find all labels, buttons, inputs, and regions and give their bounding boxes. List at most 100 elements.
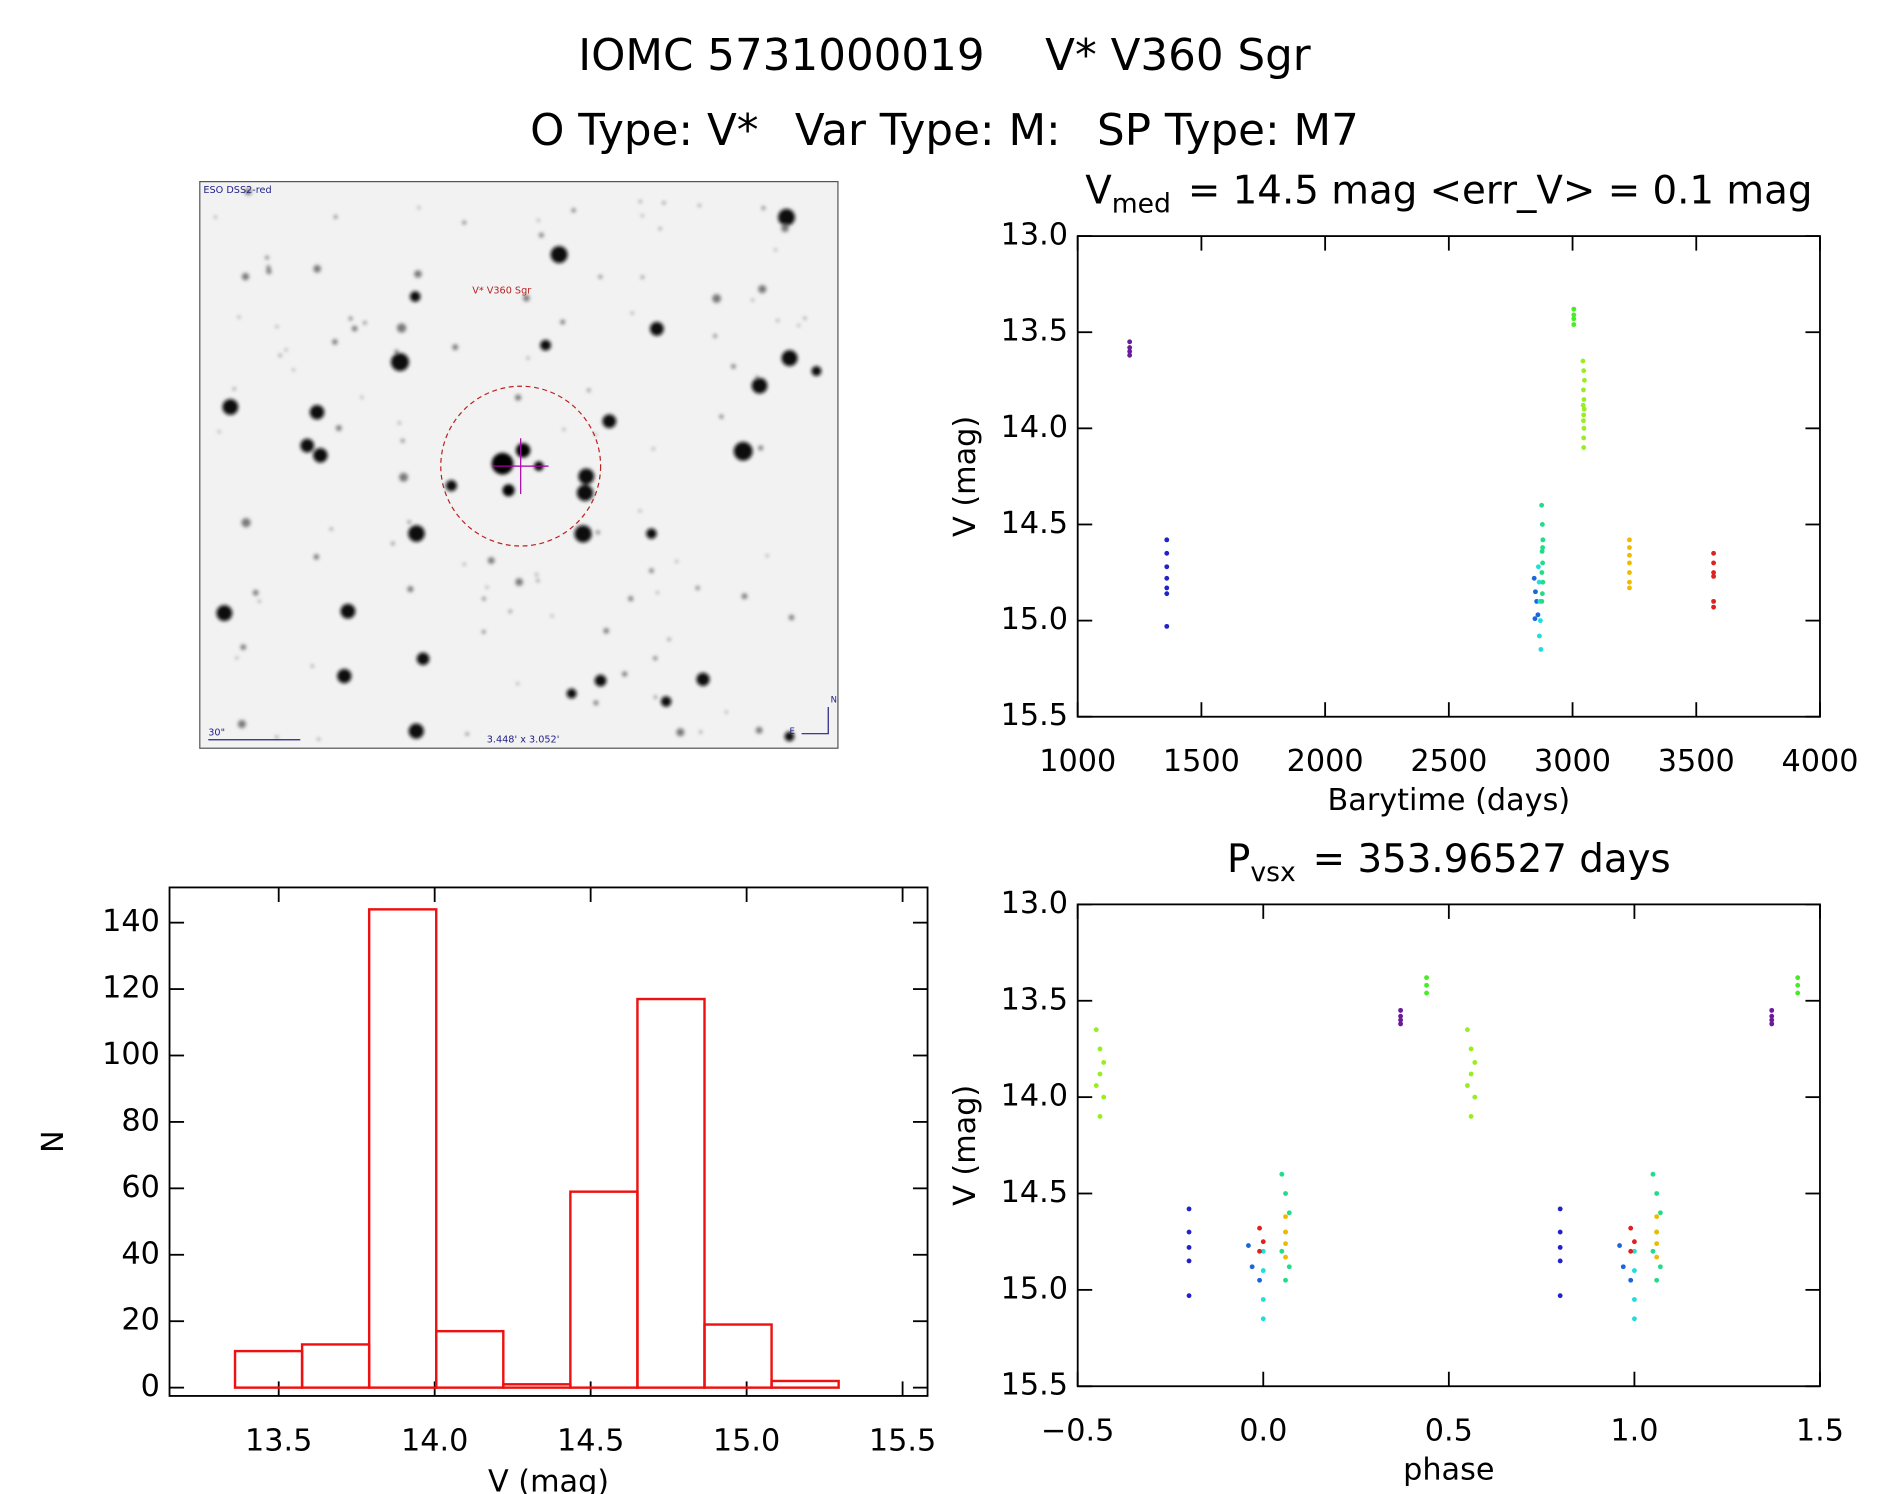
star [774, 248, 777, 252]
hist-bar [569, 1190, 639, 1389]
star [598, 274, 603, 279]
star [491, 452, 514, 475]
point [1539, 502, 1545, 508]
star [462, 562, 466, 566]
point [1650, 1248, 1656, 1254]
star [652, 447, 655, 451]
point [1186, 1258, 1192, 1264]
star [788, 614, 795, 621]
star [452, 344, 459, 351]
point [1711, 604, 1717, 610]
hist-bar [300, 1343, 371, 1389]
star [417, 206, 421, 209]
point [1711, 550, 1717, 556]
star [602, 414, 617, 429]
point [1424, 982, 1429, 988]
star [536, 579, 540, 583]
star [515, 443, 531, 458]
header-text: O Type: V* Var Type: M: SP Type: M7 [530, 106, 1359, 156]
point [1257, 1225, 1262, 1231]
star [351, 325, 358, 332]
point [1654, 1214, 1660, 1220]
star [237, 720, 246, 729]
star [482, 596, 486, 601]
point [1795, 975, 1801, 981]
star [578, 468, 595, 485]
point [1286, 1210, 1292, 1216]
point [1711, 570, 1717, 575]
star [566, 688, 577, 699]
star [639, 200, 642, 203]
sptype: SP Type: M7 [1097, 106, 1359, 156]
point [1164, 564, 1170, 570]
point [1582, 377, 1587, 383]
y-tick-label: 15.5 [1001, 698, 1068, 733]
star [363, 321, 367, 325]
point [1581, 412, 1587, 418]
star [414, 270, 422, 278]
title-sub: med [1112, 188, 1171, 219]
star [348, 316, 353, 321]
point [1540, 579, 1546, 585]
point [1093, 1027, 1099, 1033]
point [1769, 1017, 1775, 1023]
star [550, 614, 554, 618]
star [535, 573, 538, 576]
point [1097, 1046, 1103, 1052]
x-tick-label: 1.5 [1796, 1414, 1844, 1449]
star [811, 366, 822, 377]
star [313, 554, 320, 560]
star [399, 472, 409, 482]
star [445, 480, 457, 492]
star [550, 246, 568, 264]
star [409, 291, 421, 302]
y-tick-label: 14.0 [1001, 1079, 1068, 1114]
point [1627, 579, 1632, 585]
star [587, 388, 591, 392]
hist-bar [435, 1329, 505, 1389]
y-axis-label: V (mag) [948, 1085, 983, 1206]
point [1539, 522, 1545, 527]
star [340, 603, 356, 619]
point [1557, 1245, 1563, 1250]
star [595, 530, 600, 535]
title-rest: = 14.5 mag <err_V> = 0.1 mag [1188, 168, 1813, 213]
star [797, 324, 800, 327]
star [515, 578, 523, 586]
point [1628, 1277, 1634, 1283]
y-tick-label: 14.5 [1001, 1175, 1068, 1210]
star [217, 430, 221, 433]
point [1581, 445, 1587, 450]
point [1283, 1229, 1288, 1235]
x-tick-label: 14.0 [401, 1423, 468, 1458]
chart-title: Vmed = 14.5 mag <err_V> = 0.1 mag [1085, 168, 1812, 219]
point [1627, 537, 1632, 543]
point [1101, 1060, 1107, 1065]
star [776, 319, 779, 322]
star [778, 208, 795, 226]
star [232, 387, 236, 391]
point [1631, 1248, 1637, 1254]
hist-bar [233, 1349, 304, 1389]
star [408, 723, 424, 739]
star [292, 368, 295, 372]
point [1424, 975, 1429, 981]
star [266, 265, 271, 270]
star [646, 528, 657, 539]
star [755, 726, 763, 734]
star [537, 219, 540, 222]
point [1627, 552, 1632, 558]
x-tick-label: 14.5 [557, 1423, 624, 1458]
point [1654, 1277, 1660, 1283]
y-tick-label: 13.5 [1001, 314, 1068, 349]
star [309, 404, 325, 420]
otype: O Type: V* [530, 106, 758, 156]
point [1627, 545, 1632, 550]
star [603, 628, 610, 634]
star [265, 255, 269, 260]
star [758, 445, 764, 451]
star [241, 518, 251, 528]
point [1127, 345, 1133, 351]
star [758, 285, 767, 294]
